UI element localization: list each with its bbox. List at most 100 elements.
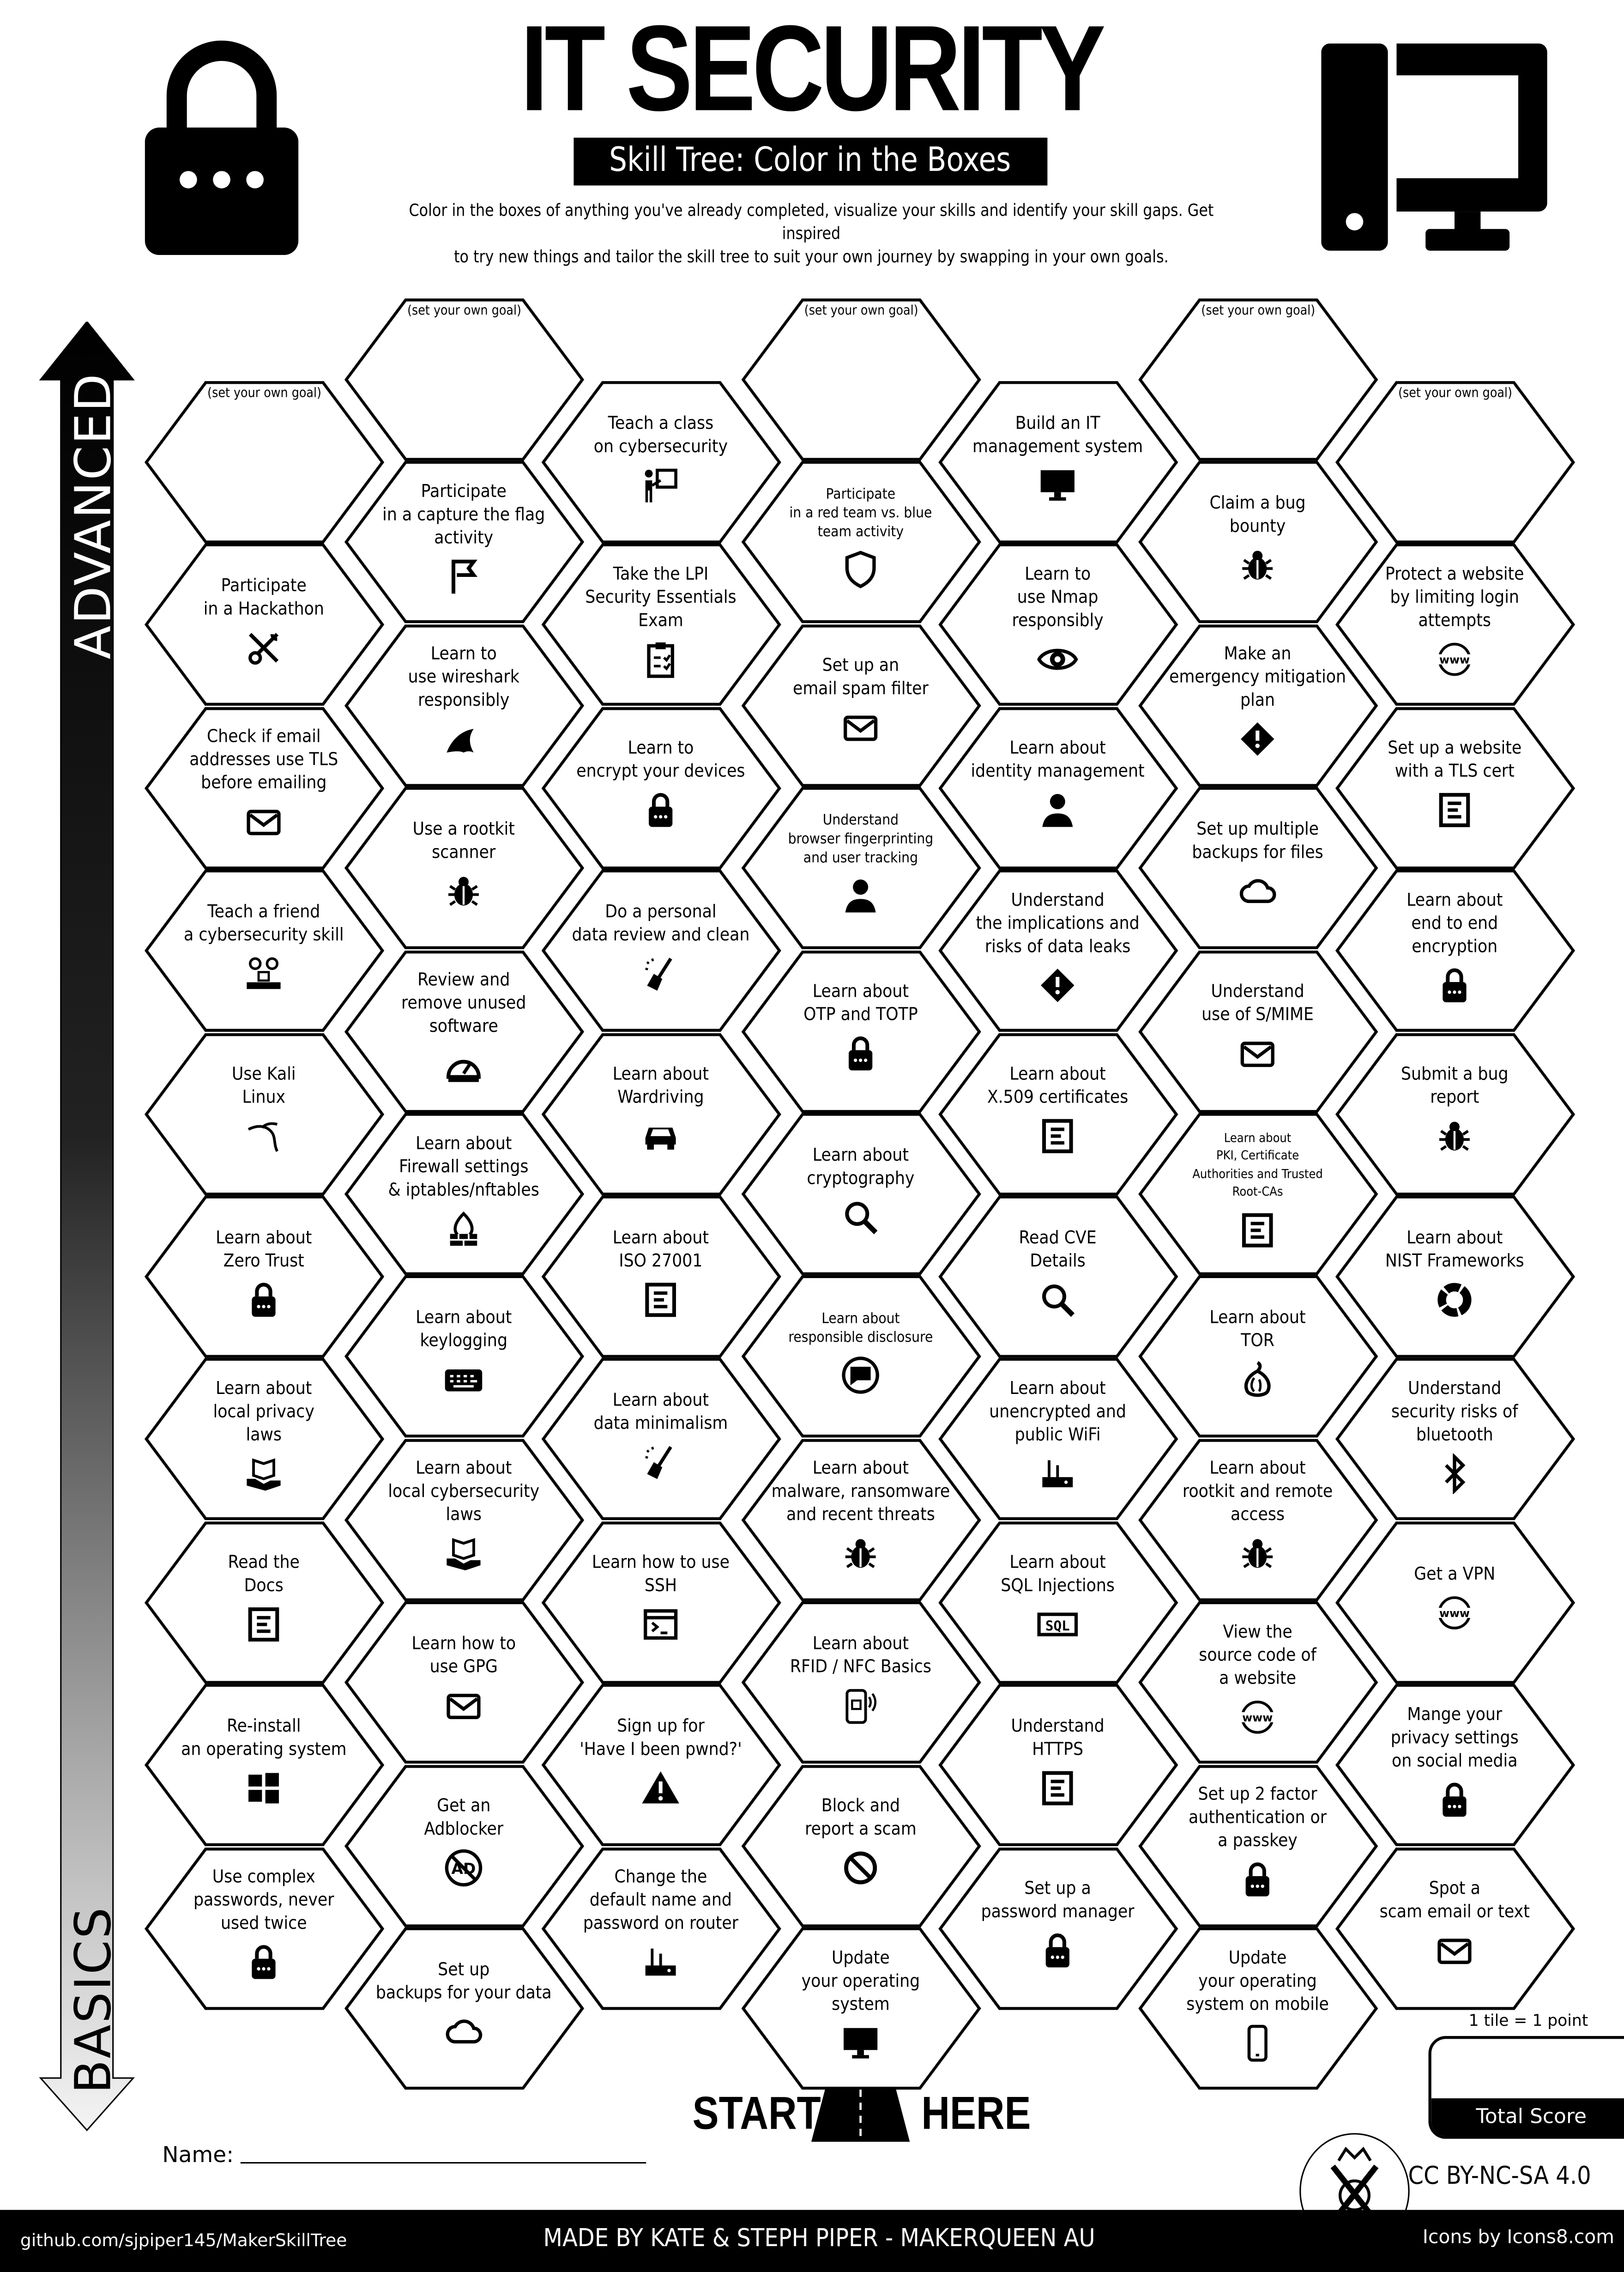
skill-label: Get an Adblocker: [424, 1795, 503, 1839]
github-link[interactable]: github.com/sjpiper145/MakerSkillTree: [20, 2230, 347, 2251]
hexagon-outline: [344, 1601, 584, 1764]
skill-tile[interactable]: Learn about Zero Trust: [143, 1194, 385, 1359]
skill-tile[interactable]: Check if email addresses use TLS before …: [143, 705, 385, 871]
skill-tile[interactable]: Understand HTTPS: [936, 1683, 1178, 1848]
skill-tile[interactable]: Learn about NIST Frameworks: [1334, 1194, 1576, 1359]
custom-goal-tile[interactable]: (set your own goal): [740, 297, 982, 462]
skill-label: Learn about Firewall settings & iptables…: [388, 1132, 539, 1200]
hexagon-outline: [741, 1927, 981, 2090]
skill-tile[interactable]: Change the default name and password on …: [540, 1846, 782, 2011]
skill-tile[interactable]: Learn about SQL Injections SQL: [936, 1520, 1178, 1685]
skill-tile[interactable]: Learn about Firewall settings & iptables…: [343, 1111, 585, 1277]
skill-tile[interactable]: View the source code of a website www: [1136, 1600, 1378, 1765]
skill-tile[interactable]: Learn about RFID / NFC Basics: [740, 1600, 982, 1765]
skill-tile[interactable]: Participate in a Hackathon: [143, 543, 385, 708]
skill-tile[interactable]: Learn about unencrypted and public WiFi: [936, 1357, 1178, 1522]
hexagon-outline: [541, 381, 781, 544]
skill-tile[interactable]: Understand the implications and risks of…: [936, 868, 1178, 1034]
skill-label: Use complex passwords, never used twice: [193, 1866, 334, 1933]
skill-tile[interactable]: Review and remove unused software: [343, 949, 585, 1114]
skill-tile[interactable]: Get an Adblocker AD: [343, 1763, 585, 1928]
skill-tile[interactable]: Spot a scam email or text: [1334, 1846, 1576, 2011]
custom-goal-tile[interactable]: (set your own goal): [143, 380, 385, 545]
skill-tile[interactable]: Read the Docs: [143, 1520, 385, 1685]
skill-tile[interactable]: Understand browser fingerprinting and us…: [740, 786, 982, 951]
skill-tile[interactable]: Set up an email spam filter: [740, 623, 982, 788]
skill-tile[interactable]: Make an emergency mitigation plan: [1136, 623, 1378, 788]
document-icon: [1037, 1116, 1078, 1157]
skill-tile[interactable]: Learn about TOR: [1136, 1274, 1378, 1440]
name-field[interactable]: [240, 2162, 646, 2164]
skill-tile[interactable]: Set up a password manager: [936, 1846, 1178, 2011]
hexagon-outline: [541, 1684, 781, 1847]
skill-tile[interactable]: Mange your privacy settings on social me…: [1334, 1683, 1576, 1848]
skill-tile[interactable]: Learn about PKI, Certificate Authorities…: [1136, 1111, 1378, 1277]
skill-tile[interactable]: Submit a bug report: [1334, 1031, 1576, 1197]
skill-label: Get a VPN: [1413, 1564, 1495, 1585]
custom-goal-tile[interactable]: (set your own goal): [343, 297, 585, 462]
skill-tile[interactable]: Update your operating system on mobile: [1136, 1926, 1378, 2091]
skill-label: Update your operating system on mobile: [1186, 1947, 1329, 2014]
goal-placeholder: (set your own goal): [803, 304, 918, 319]
skill-tile[interactable]: Learn about end to end encryption: [1334, 868, 1576, 1034]
skill-tile[interactable]: Learn about X.509 certificates: [936, 1031, 1178, 1197]
skill-tile[interactable]: Use Kali Linux: [143, 1031, 385, 1197]
warning-diamond-icon: [1037, 965, 1078, 1006]
skill-tile[interactable]: Learn to use wireshark responsibly: [343, 623, 585, 788]
skill-tile[interactable]: Protect a website by limiting login atte…: [1334, 543, 1576, 708]
skill-tile[interactable]: Set up a website with a TLS cert: [1334, 705, 1576, 871]
skill-tile[interactable]: Learn how to use SSH: [540, 1520, 782, 1685]
skill-tile[interactable]: Take the LPI Security Essentials Exam: [540, 543, 782, 708]
skill-tile[interactable]: Participate in a capture the flag activi…: [343, 460, 585, 625]
svg-text:SQL: SQL: [1045, 1618, 1070, 1634]
hexagon-outline: [1137, 461, 1377, 624]
skill-tile[interactable]: Learn to use Nmap responsibly: [936, 543, 1178, 708]
skill-tile[interactable]: Read CVE Details: [936, 1194, 1178, 1359]
icons-credit-link[interactable]: Icons by Icons8.com: [1422, 2227, 1614, 2249]
skill-tile[interactable]: Learn about local privacy laws: [143, 1357, 385, 1522]
skill-tile[interactable]: Learn to encrypt your devices: [540, 705, 782, 871]
skill-tile[interactable]: Understand use of S/MIME: [1136, 949, 1378, 1114]
skill-tile[interactable]: Participate in a red team vs. blue team …: [740, 460, 982, 625]
monitor-icon: [1037, 465, 1078, 505]
skill-tile[interactable]: Learn about Wardriving: [540, 1031, 782, 1197]
skill-tile[interactable]: Learn about responsible disclosure: [740, 1274, 982, 1440]
lock-icon: [243, 1279, 284, 1320]
skill-tile[interactable]: Set up backups for your data: [343, 1926, 585, 2091]
total-score-box[interactable]: Total Score: [1428, 2036, 1624, 2139]
skill-tile[interactable]: Block and report a scam: [740, 1763, 982, 1928]
skill-label: Learn about malware, ransomware and rece…: [771, 1458, 950, 1525]
skill-tile[interactable]: Sign up for 'Have I been pwnd?': [540, 1683, 782, 1848]
skill-tile[interactable]: Learn about keylogging: [343, 1274, 585, 1440]
skill-tile[interactable]: Use a rootkit scanner: [343, 786, 585, 951]
skill-tile[interactable]: Learn about malware, ransomware and rece…: [740, 1437, 982, 1603]
skill-tile[interactable]: Learn about rootkit and remote access: [1136, 1437, 1378, 1603]
custom-goal-tile[interactable]: (set your own goal): [1334, 380, 1576, 545]
skill-tile[interactable]: Teach a friend a cybersecurity skill: [143, 868, 385, 1034]
skill-tile[interactable]: Learn about cryptography: [740, 1111, 982, 1277]
skill-label: Understand use of S/MIME: [1201, 981, 1314, 1025]
skill-tile[interactable]: Learn how to use GPG: [343, 1600, 585, 1765]
bug-icon: [443, 871, 484, 911]
broom-icon: [640, 1442, 681, 1482]
hexagon-outline: [1334, 870, 1575, 1032]
hexagon-outline: [344, 1764, 584, 1927]
skill-tile[interactable]: Set up 2 factor authentication or a pass…: [1136, 1763, 1378, 1928]
skill-tile[interactable]: Learn about local cybersecurity laws: [343, 1437, 585, 1603]
custom-goal-tile[interactable]: (set your own goal): [1136, 297, 1378, 462]
skill-tile[interactable]: Understand security risks of bluetooth: [1334, 1357, 1576, 1522]
skill-tile[interactable]: Learn about identity management: [936, 705, 1178, 871]
skill-tile[interactable]: Do a personal data review and clean: [540, 868, 782, 1034]
skill-tile[interactable]: Learn about data minimalism: [540, 1357, 782, 1522]
skill-tile[interactable]: Teach a class on cybersecurity: [540, 380, 782, 545]
skill-tile[interactable]: Get a VPN www: [1334, 1520, 1576, 1685]
hexagon-outline: [144, 870, 384, 1032]
skill-tile[interactable]: Learn about ISO 27001: [540, 1194, 782, 1359]
skill-tile[interactable]: Learn about OTP and TOTP: [740, 949, 982, 1114]
skill-tile[interactable]: Claim a bug bounty: [1136, 460, 1378, 625]
skill-tile[interactable]: Build an IT management system: [936, 380, 1178, 545]
skill-tile[interactable]: Set up multiple backups for files: [1136, 786, 1378, 951]
skill-tile[interactable]: Use complex passwords, never used twice: [143, 1846, 385, 2011]
skill-tile[interactable]: Update your operating system: [740, 1926, 982, 2091]
skill-tile[interactable]: Re-install an operating system: [143, 1683, 385, 1848]
